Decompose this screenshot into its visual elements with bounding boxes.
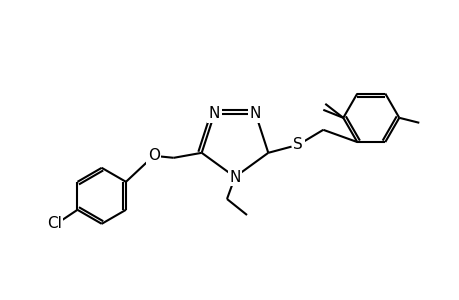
Text: N: N <box>229 169 240 184</box>
Text: N: N <box>208 106 220 121</box>
Text: N: N <box>249 106 261 121</box>
Text: Cl: Cl <box>47 216 62 231</box>
Text: O: O <box>147 148 159 163</box>
Text: S: S <box>293 137 302 152</box>
